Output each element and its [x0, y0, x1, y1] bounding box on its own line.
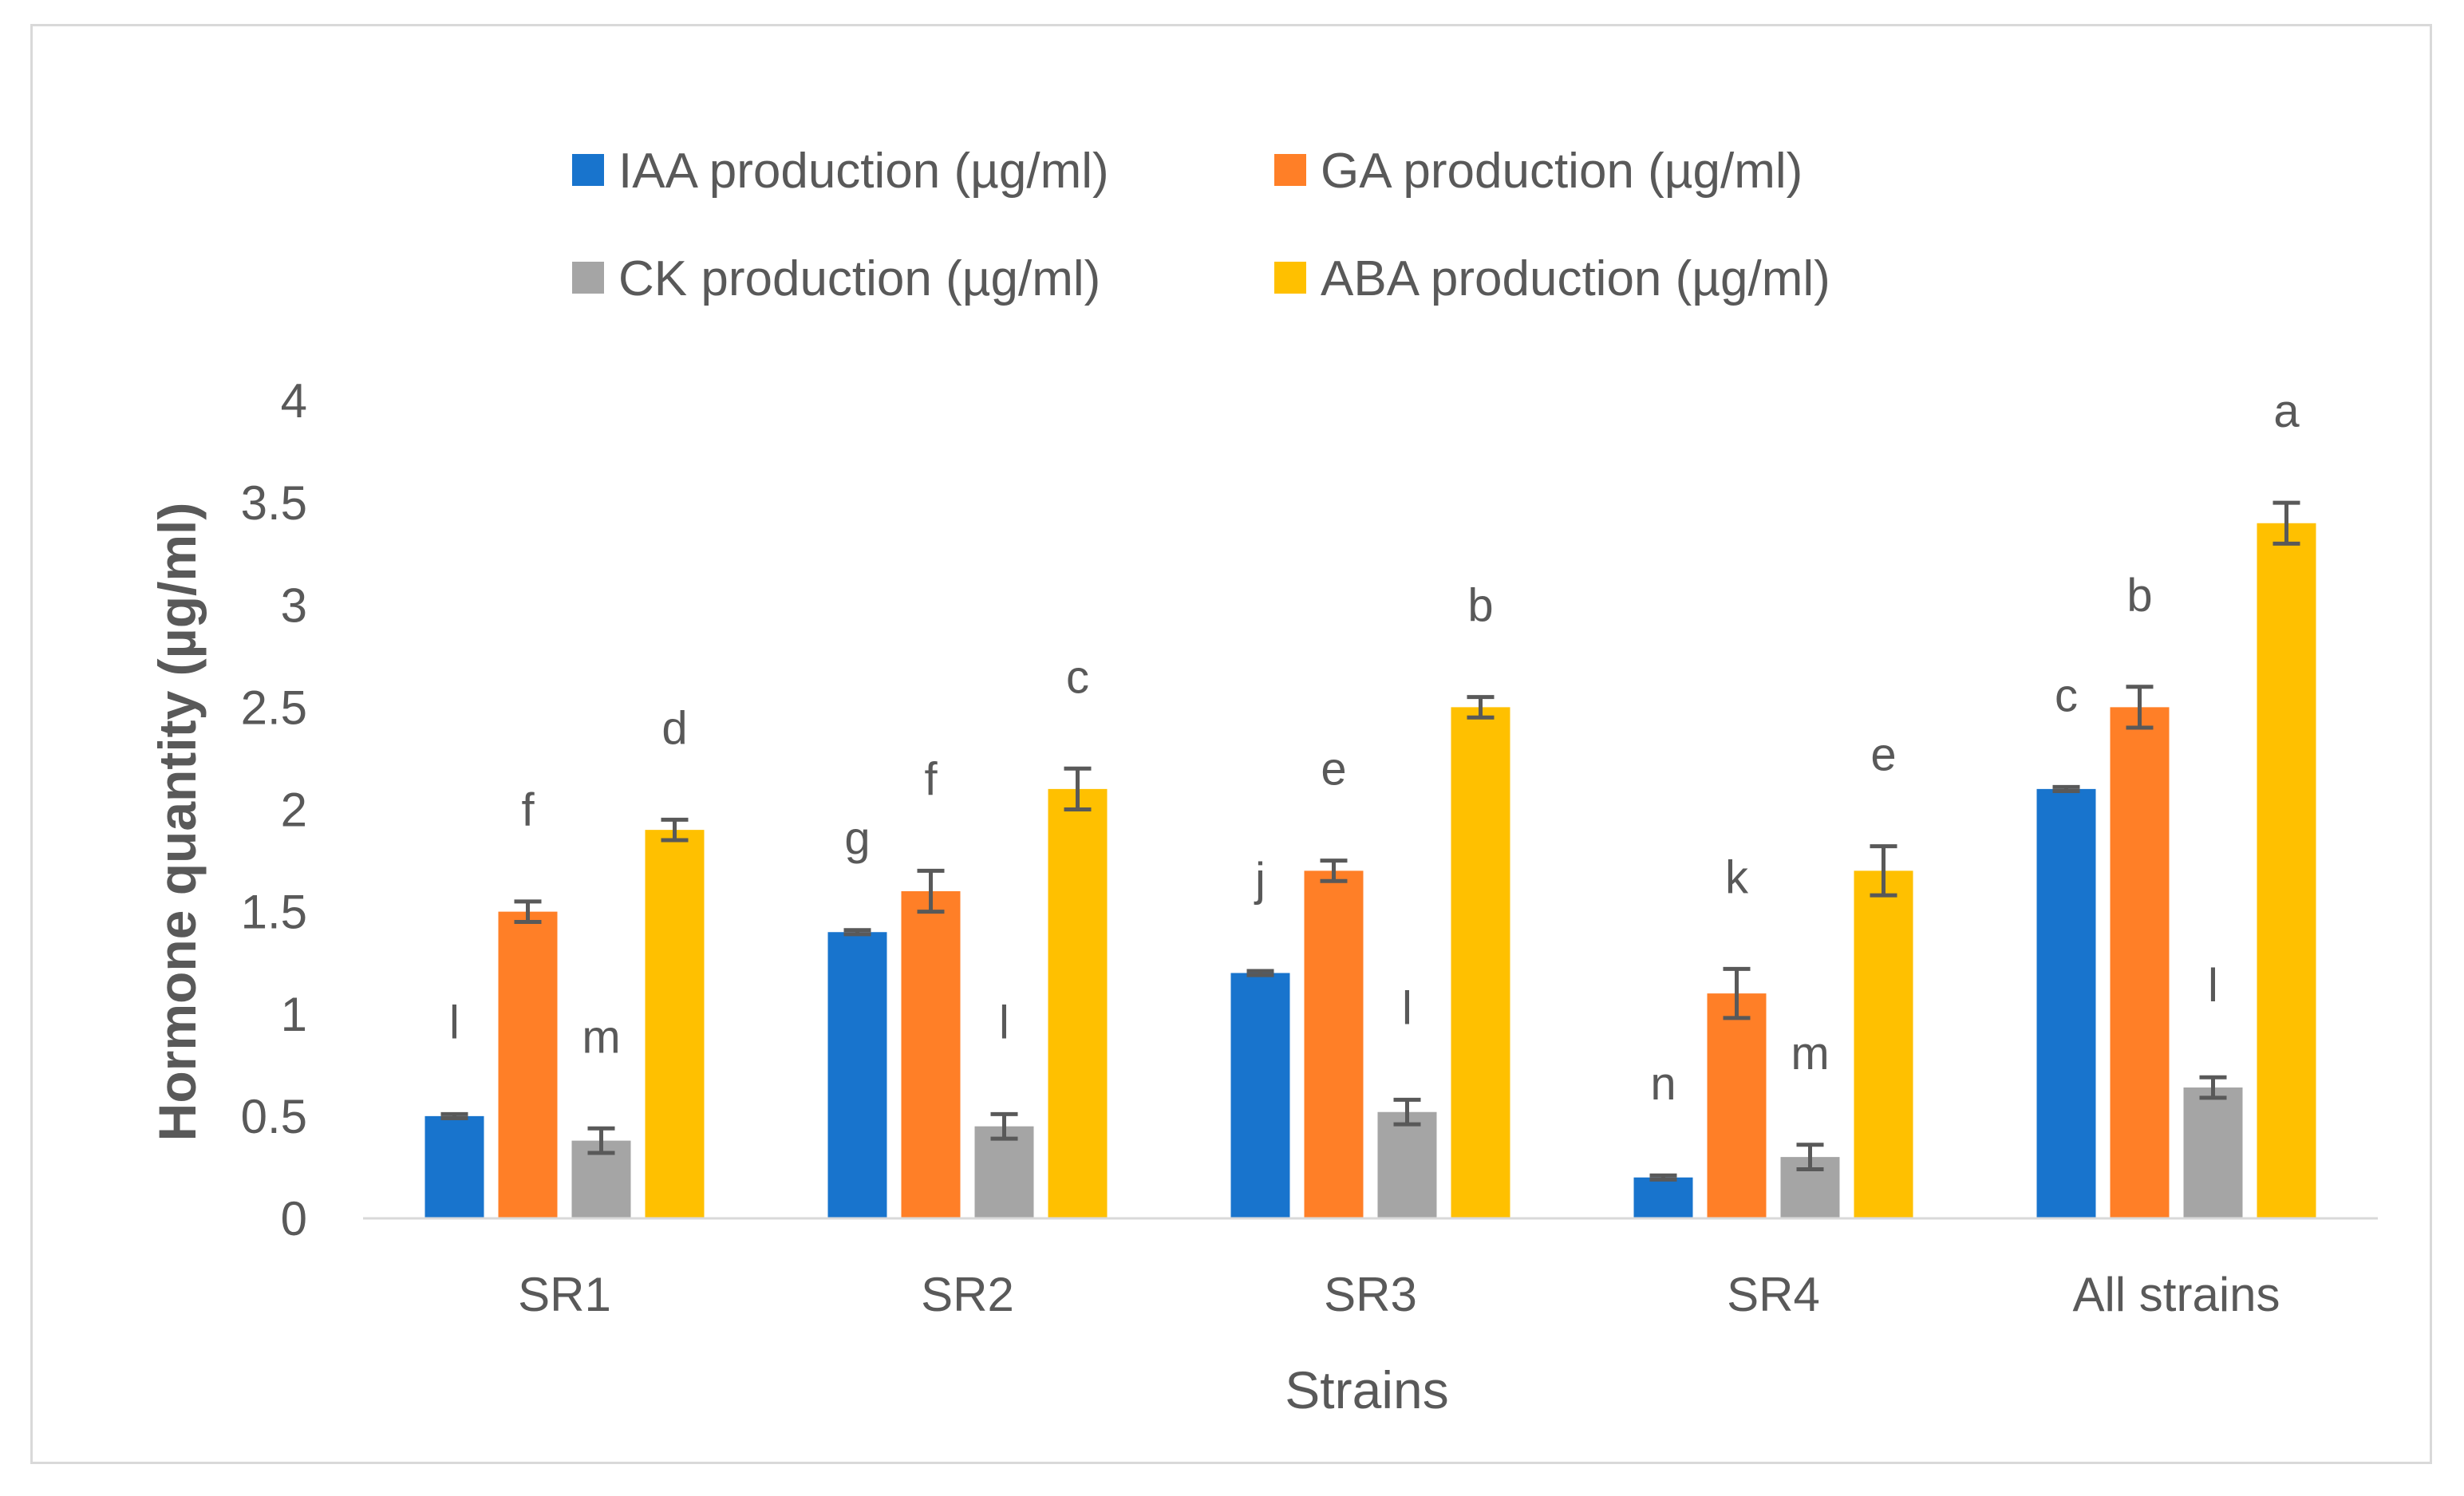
y-tick-label: 2.5: [241, 681, 307, 734]
bar: [1377, 1111, 1437, 1218]
bar: [1451, 707, 1510, 1218]
data-label: j: [1254, 854, 1266, 906]
data-label: c: [2055, 669, 2078, 721]
y-tick-label: 0: [281, 1192, 307, 1245]
legend-label: ABA production (µg/ml): [1321, 251, 1830, 306]
bar: [2036, 788, 2096, 1218]
y-tick-label: 4: [281, 374, 307, 428]
error-bar: [661, 817, 689, 843]
error-bar: [1796, 1143, 1824, 1171]
error-bar: [843, 928, 871, 937]
y-tick-label: 3.5: [241, 476, 307, 530]
legend-label: CK production (µg/ml): [618, 251, 1100, 306]
legend-swatch: [572, 262, 604, 294]
bar: [901, 891, 961, 1218]
y-tick-label: 2: [281, 784, 307, 837]
y-axis: 0 0.5 1 1.5 2 2.5 3 3.5 4: [241, 374, 307, 1245]
bar: [1854, 870, 1913, 1218]
x-tick-label: SR4: [1727, 1268, 1820, 1321]
bar: [827, 932, 887, 1218]
y-tick-label: 1: [281, 988, 307, 1041]
legend-label: GA production (µg/ml): [1321, 144, 1803, 199]
bar: [1707, 993, 1767, 1218]
bar: [2257, 523, 2316, 1218]
x-axis-title: Strains: [1285, 1360, 1448, 1419]
y-tick-label: 0.5: [241, 1090, 307, 1143]
error-bar: [1246, 969, 1274, 977]
error-bar: [1870, 844, 1897, 898]
data-label: a: [2273, 385, 2300, 437]
error-bar: [917, 868, 945, 914]
data-label: b: [1467, 580, 1493, 632]
bar: [1048, 788, 1108, 1218]
legend: IAA production (µg/ml) GA production (µg/…: [572, 144, 1830, 306]
data-label: l: [999, 997, 1009, 1048]
x-tick-label: All strains: [2072, 1268, 2280, 1321]
error-bar: [1064, 766, 1092, 811]
chart-frame: [30, 24, 2432, 1464]
error-bar: [587, 1126, 615, 1155]
data-label: m: [582, 1011, 620, 1063]
x-axis: SR1 SR2 SR3 SR4 All strains: [363, 1217, 2378, 1321]
error-bar: [2272, 500, 2300, 546]
y-tick-label: 1.5: [241, 886, 307, 939]
bar: [1633, 1177, 1693, 1218]
bar: [1230, 973, 1290, 1218]
data-label: e: [1870, 729, 1896, 781]
error-bar: [1467, 695, 1495, 720]
data-label: c: [1066, 651, 1089, 703]
bar: [645, 830, 705, 1218]
data-label: f: [924, 753, 938, 805]
error-bar: [990, 1111, 1018, 1141]
error-bar: [1649, 1173, 1677, 1182]
bar: [424, 1115, 484, 1218]
bar: [974, 1126, 1034, 1218]
bar: [1304, 870, 1364, 1218]
data-label: m: [1791, 1028, 1829, 1080]
data-label: e: [1321, 744, 1346, 795]
y-axis-title: Hormone quantity (µg/ml): [148, 503, 207, 1142]
y-tick-label: 3: [281, 578, 307, 632]
data-label: n: [1650, 1058, 1676, 1110]
data-label: k: [1725, 851, 1749, 903]
data-label: f: [521, 784, 535, 836]
data-label: l: [449, 997, 460, 1048]
error-bar: [1393, 1097, 1421, 1127]
error-bar: [2126, 685, 2154, 730]
error-bar: [440, 1111, 468, 1120]
x-tick-label: SR3: [1324, 1268, 1417, 1321]
x-tick-label: SR2: [921, 1268, 1014, 1321]
bar: [498, 911, 558, 1218]
data-label: g: [844, 813, 870, 865]
error-bar: [2199, 1075, 2227, 1100]
data-label: l: [1402, 982, 1412, 1034]
bar: [2110, 707, 2170, 1218]
error-bar: [1320, 859, 1348, 883]
legend-swatch: [1274, 262, 1306, 294]
error-bar: [1723, 966, 1751, 1020]
bar: [2183, 1087, 2243, 1218]
legend-label: IAA production (µg/ml): [618, 144, 1109, 199]
x-tick-label: SR1: [518, 1268, 611, 1321]
error-bar: [514, 899, 542, 924]
legend-swatch: [1274, 154, 1306, 186]
error-bar: [2052, 784, 2080, 793]
data-label: l: [2208, 960, 2218, 1012]
data-label: d: [661, 702, 687, 754]
legend-swatch: [572, 154, 604, 186]
data-label: b: [2126, 570, 2152, 622]
